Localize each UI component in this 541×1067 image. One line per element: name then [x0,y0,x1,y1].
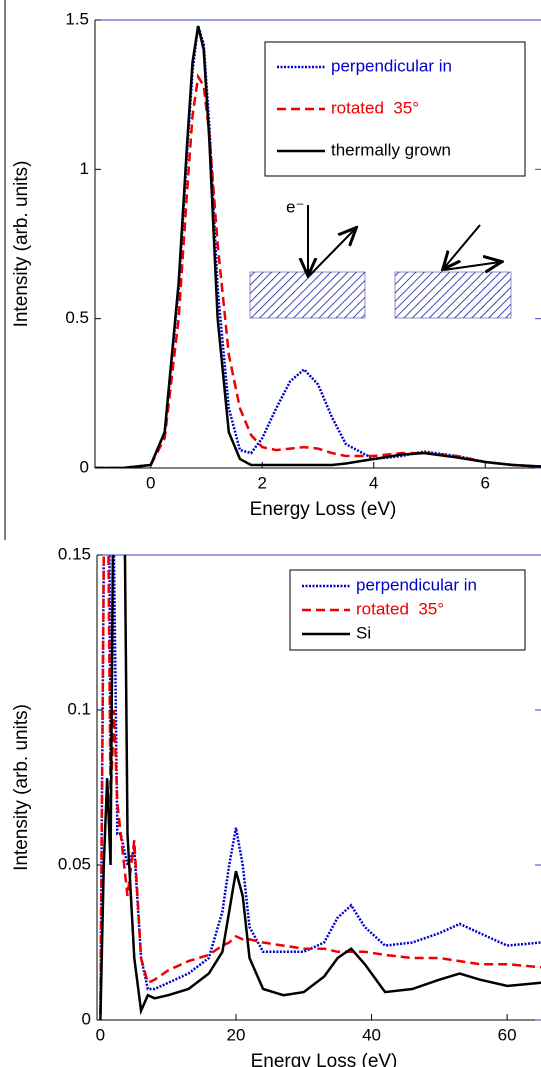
legend-label: rotated 35° [331,98,419,117]
x-axis-title: Energy Loss (eV) [250,499,397,520]
x-tick-label: 2 [258,473,267,492]
inset-diagram [249,205,512,319]
y-axis-title: Intensity (arb. units) [11,161,32,328]
legend-box [289,569,526,651]
y-axis-title: Intensity (arb. units) [11,704,32,871]
x-tick-label: 0 [146,473,155,492]
series-line [99,555,541,1014]
x-tick-label: 6 [481,473,490,492]
x-tick-label: 60 [498,1025,517,1044]
y-tick-label: 1.5 [65,9,89,28]
y-tick-label: 0 [82,1009,91,1028]
x-tick-label: 0 [96,1025,105,1044]
y-tick-label: 0 [80,457,89,476]
x-tick-label: 40 [362,1025,381,1044]
x-tick-label: 20 [227,1025,246,1044]
x-tick-label: 4 [369,473,378,492]
legend-label: rotated 35° [356,599,444,618]
x-axis-title: Energy Loss (eV) [251,1051,398,1067]
annotation: e⁻ [286,197,304,216]
plot-area [95,25,541,468]
y-tick-label: 0.15 [58,544,91,563]
series-line [95,25,541,468]
legend-label: Si [356,623,371,642]
legend: perpendicular in rotated 35° thermally gro… [264,41,526,177]
series-line [99,555,541,1014]
y-tick-label: 0.05 [58,854,91,873]
y-tick-label: 1 [80,159,89,178]
y-tick-label: 0.5 [65,308,89,327]
legend: perpendicular in rotated 35° Si [289,569,526,651]
series-line [99,555,541,1020]
legend-label: perpendicular in [356,575,477,594]
y-tick-label: 0.1 [67,699,91,718]
plot-area [99,555,541,1020]
legend-label: perpendicular in [331,56,452,75]
legend-label: thermally grown [331,140,451,159]
